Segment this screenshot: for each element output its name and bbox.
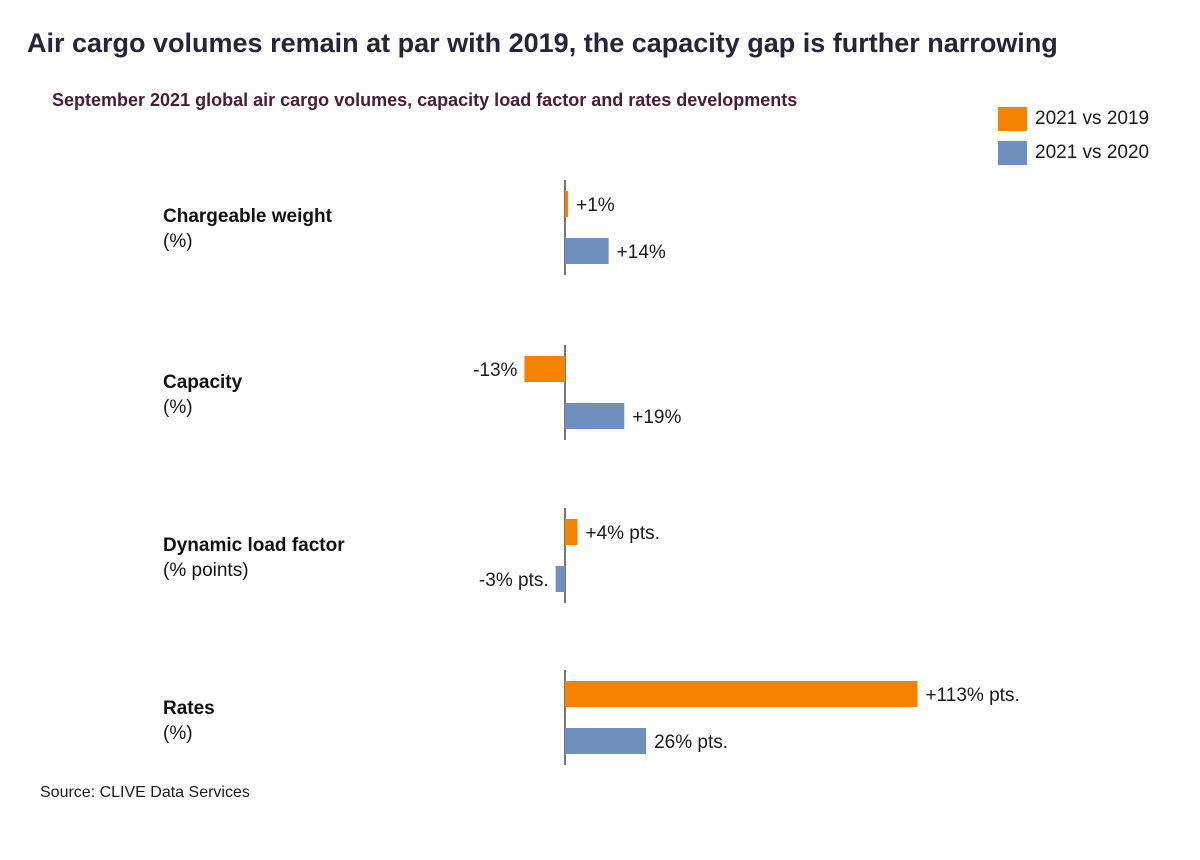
- category-label-dynamic-load-factor: Dynamic load factor (% points): [163, 533, 345, 583]
- data-label: +14%: [617, 242, 666, 263]
- bar: [565, 403, 625, 429]
- category-unit: (%): [163, 723, 193, 744]
- category-label-capacity: Capacity (%): [163, 370, 242, 420]
- chart-subtitle: September 2021 global air cargo volumes,…: [52, 90, 798, 110]
- category-unit: (%): [163, 397, 193, 418]
- category-name: Rates: [163, 698, 215, 719]
- legend: 2021 vs 2019 2021 vs 2020: [998, 102, 1149, 170]
- category-name: Capacity: [163, 372, 243, 393]
- category-name: Chargeable weight: [163, 206, 332, 227]
- chart-title: Air cargo volumes remain at par with 201…: [27, 28, 1058, 58]
- source-note: Source: CLIVE Data Services: [40, 784, 250, 801]
- legend-label: 2021 vs 2020: [1035, 142, 1150, 163]
- data-label: 26% pts.: [654, 732, 728, 753]
- legend-swatch-orange: [998, 107, 1027, 131]
- bar: [565, 238, 609, 264]
- bar: [555, 566, 565, 592]
- bar: [565, 519, 578, 545]
- data-label: +113% pts.: [926, 685, 1020, 706]
- data-label: -13%: [473, 360, 517, 381]
- bar: [565, 728, 647, 754]
- category-label-chargeable-weight: Chargeable weight (%): [163, 204, 332, 254]
- category-name: Dynamic load factor: [163, 535, 345, 556]
- legend-item-2021-vs-2019: 2021 vs 2019: [998, 102, 1149, 136]
- bar: [565, 681, 918, 707]
- data-label: +19%: [632, 407, 681, 428]
- category-unit: (% points): [163, 560, 249, 581]
- category-unit: (%): [163, 231, 193, 252]
- bar: [565, 191, 569, 217]
- data-label: +1%: [576, 195, 615, 216]
- data-label: -3% pts.: [479, 570, 549, 591]
- bar: [524, 356, 565, 382]
- legend-swatch-blue: [998, 141, 1027, 165]
- category-label-rates: Rates (%): [163, 696, 215, 746]
- legend-item-2021-vs-2020: 2021 vs 2020: [998, 136, 1149, 170]
- data-label: +4% pts.: [585, 523, 659, 544]
- legend-label: 2021 vs 2019: [1035, 108, 1150, 129]
